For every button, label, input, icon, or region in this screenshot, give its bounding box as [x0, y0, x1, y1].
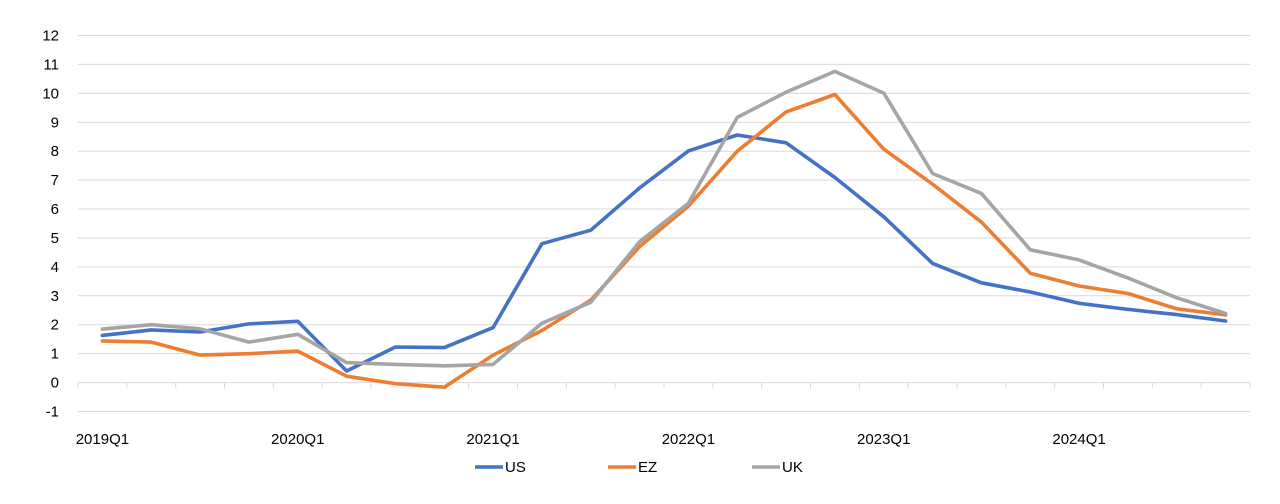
- y-tick-label: 3: [51, 288, 59, 305]
- x-tick-label: 2020Q1: [271, 431, 324, 448]
- y-tick-label: 7: [51, 172, 59, 189]
- y-tick-label: 1: [51, 346, 59, 363]
- x-tick-label: 2019Q1: [76, 431, 129, 448]
- x-tick-label: 2024Q1: [1052, 431, 1105, 448]
- y-tick-label: 11: [43, 56, 59, 73]
- legend-label-ez: EZ: [638, 459, 657, 476]
- legend-label-uk: UK: [782, 459, 803, 476]
- x-tick-label: 2022Q1: [662, 431, 715, 448]
- y-tick-label: 0: [51, 375, 59, 392]
- y-tick-label: 5: [51, 230, 59, 247]
- y-tick-label: -1: [46, 404, 59, 421]
- series-line-uk: [100, 69, 1228, 368]
- y-tick-label: 2: [51, 317, 59, 334]
- y-tick-label: 10: [42, 85, 59, 102]
- y-tick-label: 8: [51, 143, 59, 160]
- x-tick-label: 2021Q1: [466, 431, 519, 448]
- x-tick-label: 2023Q1: [857, 431, 910, 448]
- x-axis-tick-labels: 2019Q1 2020Q1 2021Q1 2022Q1 2023Q1 2024Q1: [76, 431, 1106, 448]
- legend: US EZ UK: [475, 459, 803, 476]
- y-tick-label: 6: [51, 201, 59, 218]
- gridlines: [78, 35, 1250, 412]
- y-tick-label: 4: [51, 259, 59, 276]
- legend-label-us: US: [505, 459, 526, 476]
- series-line-us: [100, 133, 1228, 373]
- series-line-ez: [100, 92, 1228, 390]
- series-lines: [100, 69, 1228, 390]
- x-axis: [77, 382, 1251, 389]
- y-tick-label: 12: [42, 28, 59, 45]
- y-tick-label: 9: [51, 114, 59, 131]
